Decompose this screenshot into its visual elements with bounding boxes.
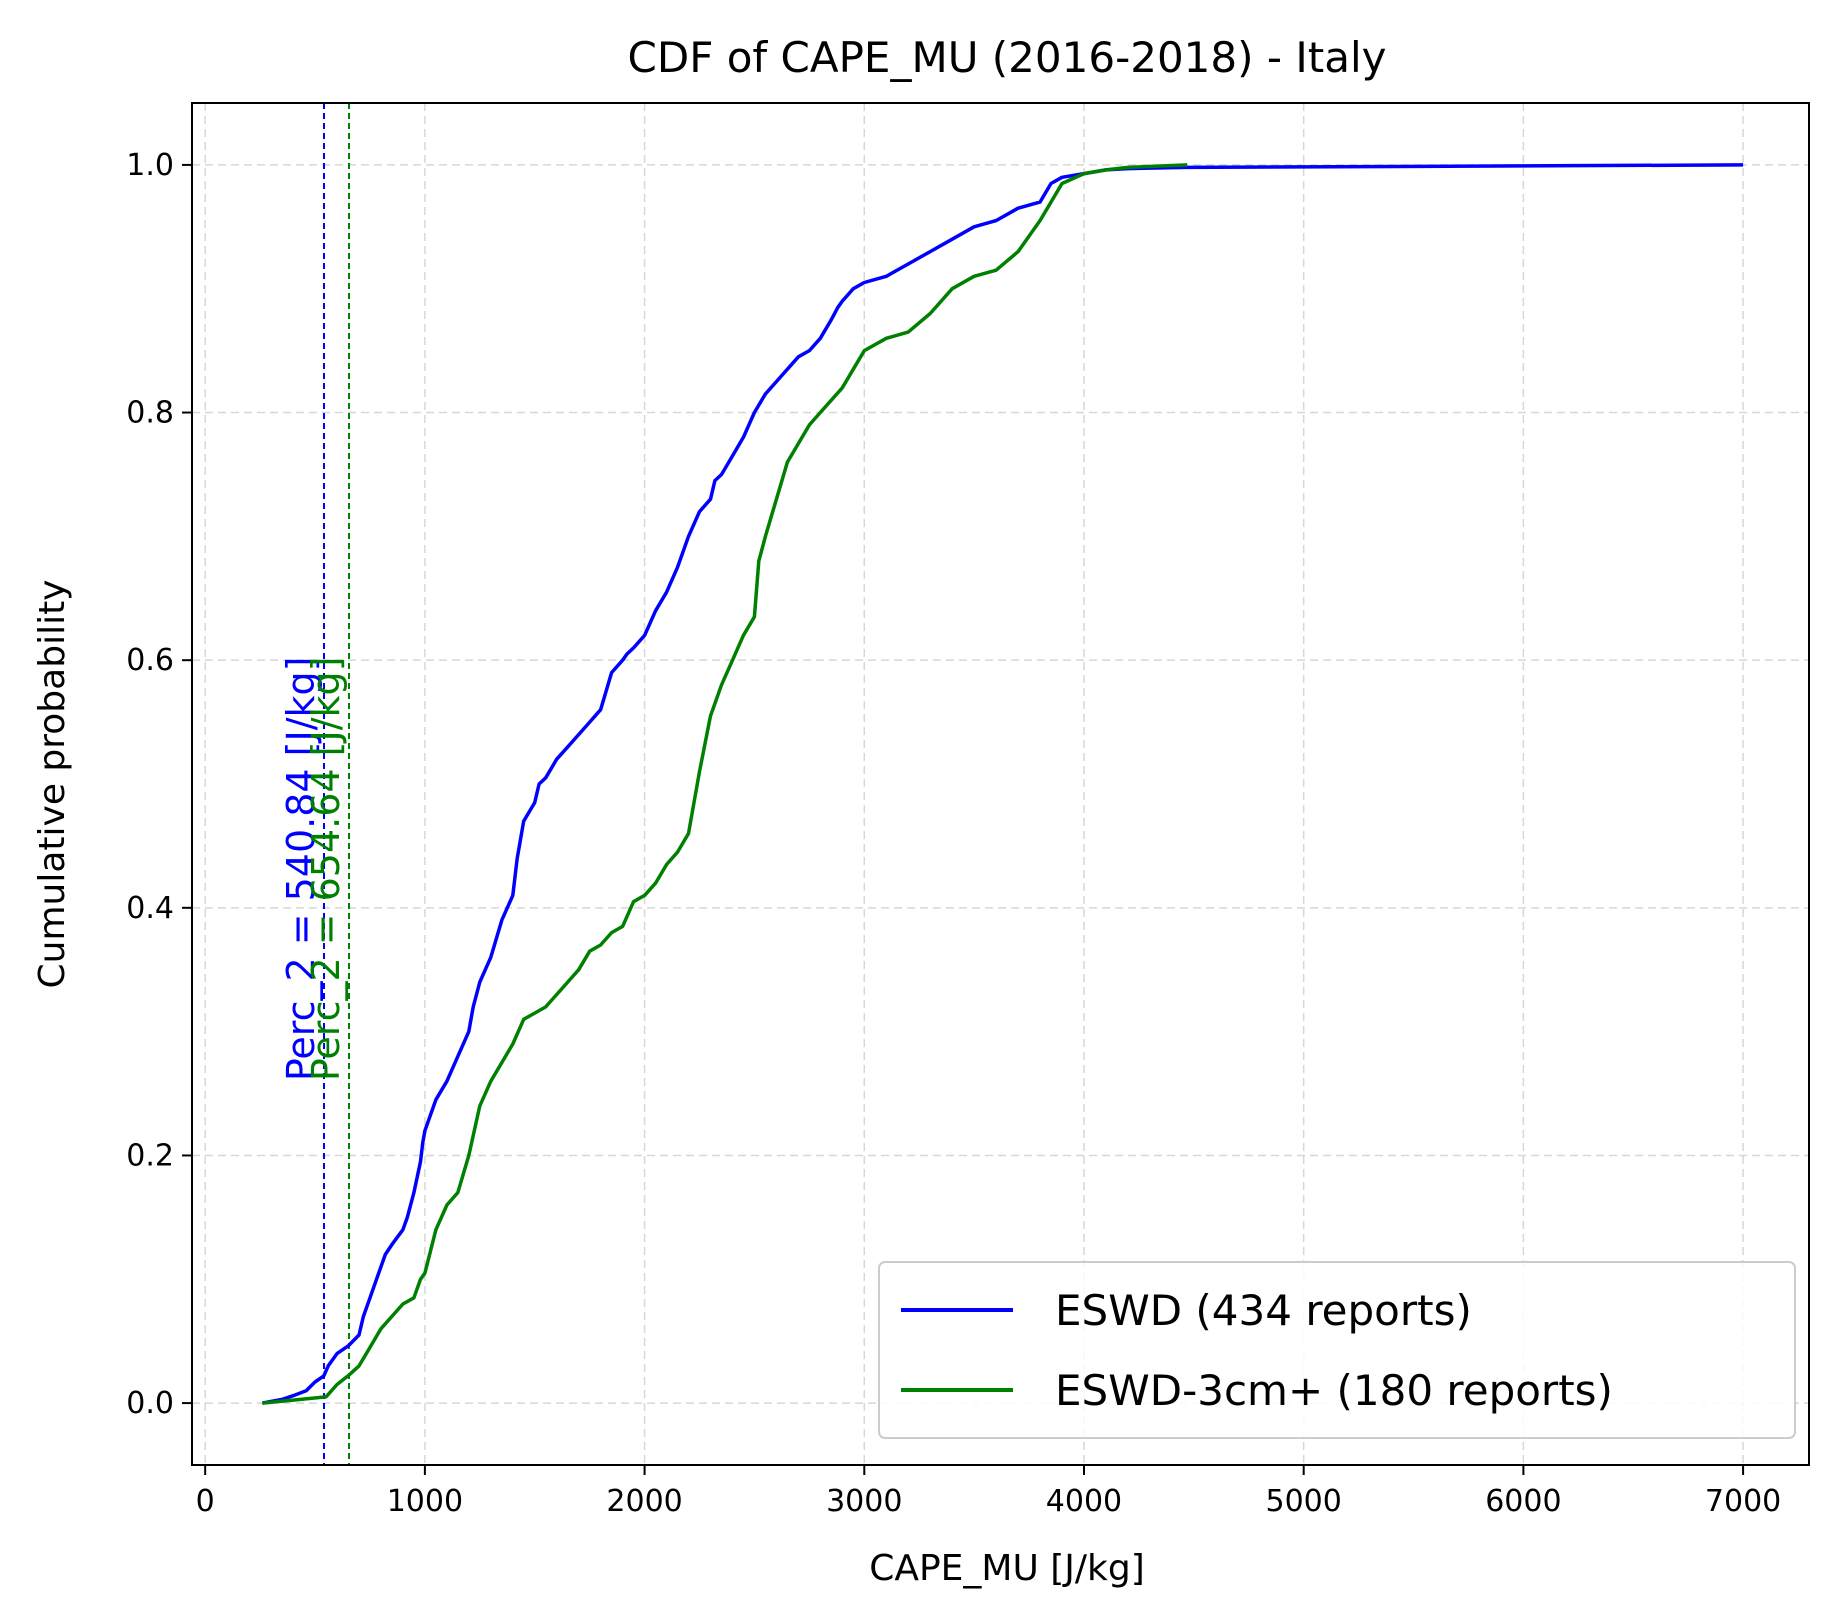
y-tick-label: 0.6 [126, 643, 174, 678]
chart-title: CDF of CAPE_MU (2016-2018) - Italy [628, 33, 1387, 82]
y-tick-label: 0.8 [126, 396, 174, 431]
percentile-lines [323, 103, 351, 1465]
x-tick-label: 2000 [606, 1484, 682, 1519]
legend: ESWD (434 reports) ESWD-3cm+ (180 reports… [878, 1261, 1796, 1439]
x-tick-label: 5000 [1266, 1484, 1342, 1519]
plot-frame [191, 102, 1810, 1466]
x-tick-label: 0 [196, 1484, 215, 1519]
data-series [261, 163, 1744, 1405]
x-tick-label: 3000 [826, 1484, 902, 1519]
y-axis-label: Cumulative probability [32, 580, 73, 989]
percentile-annotation: Perc_2 = 654.64 [J/kg] [304, 657, 348, 1082]
y-tick-label: 1.0 [126, 148, 174, 183]
y-tick-label: 0.2 [126, 1138, 174, 1173]
x-tick-label: 4000 [1046, 1484, 1122, 1519]
x-axis-label: CAPE_MU [J/kg] [869, 1548, 1145, 1589]
y-tick-label: 0.4 [126, 891, 174, 926]
series-line [262, 163, 1188, 1405]
x-tick-label: 1000 [387, 1484, 463, 1519]
legend-box [878, 1261, 1796, 1439]
y-tick-label: 0.0 [126, 1386, 174, 1421]
x-tick-label: 7000 [1705, 1484, 1781, 1519]
x-axis-ticks: 0 1000 2000 3000 4000 5000 6000 7000 [196, 1465, 1781, 1519]
percentile-annotations: Perc_2 = 540.84 [J/kg]Perc_2 = 654.64 [J… [279, 657, 348, 1082]
x-tick-label: 6000 [1485, 1484, 1561, 1519]
legend-label: ESWD-3cm+ (180 reports) [1055, 1366, 1613, 1415]
series-line [261, 163, 1744, 1405]
percentile-annotation: Perc_2 = 540.84 [J/kg] [279, 657, 323, 1082]
y-axis-ticks: 0.0 0.2 0.4 0.6 0.8 1.0 [126, 148, 192, 1421]
legend-label: ESWD (434 reports) [1055, 1286, 1472, 1335]
